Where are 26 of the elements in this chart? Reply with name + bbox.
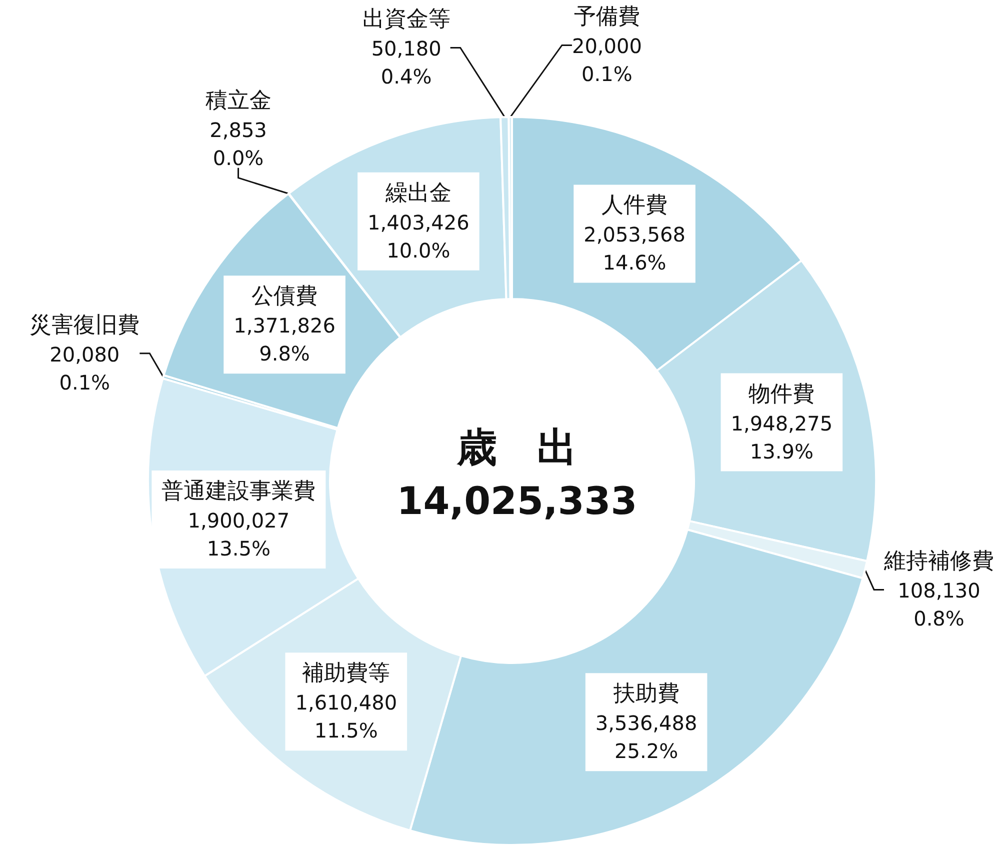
text: 歳 出 xyxy=(456,425,577,471)
data-label: 1,948,275 13.9% xyxy=(730,411,833,464)
text: 14,025,333 xyxy=(396,479,638,523)
slice-label: 公債費 xyxy=(252,284,318,310)
data-label: 2,053,568 14.6% xyxy=(584,222,686,275)
slice-label: 扶助費 xyxy=(612,682,680,707)
slice-label: 積立金 xyxy=(205,88,272,114)
data-label: 3,536,488 25.2% xyxy=(595,711,698,764)
data-label: 1,900,027 13.5% xyxy=(188,508,290,560)
slice-label: 人件費 xyxy=(602,193,668,218)
data-label: 1,610,480 11.5% xyxy=(295,690,398,743)
data-label: 20,000 0.1% xyxy=(572,34,642,86)
slice-label: 繰出金 xyxy=(384,180,452,206)
data-label: 2,853 0.0% xyxy=(210,118,267,170)
slice-label: 補助費等 xyxy=(302,661,390,686)
slice-label: 普通建設事業費 xyxy=(162,478,316,504)
data-label: 20,080 0.1% xyxy=(50,342,120,394)
data-label: 1,403,426 10.0% xyxy=(368,210,470,262)
slice-label: 維持補修費 xyxy=(883,549,994,574)
slice-label: 物件費 xyxy=(748,382,815,407)
slice-label: 出資金等 xyxy=(362,7,450,32)
slice-label: 予備費 xyxy=(574,4,640,30)
data-label: 1,371,826 9.8% xyxy=(234,314,336,366)
slice-label: 災害復旧費 xyxy=(30,312,140,338)
data-label: 108,130 0.8% xyxy=(898,578,980,631)
data-label: 50,180 0.4% xyxy=(371,36,442,89)
